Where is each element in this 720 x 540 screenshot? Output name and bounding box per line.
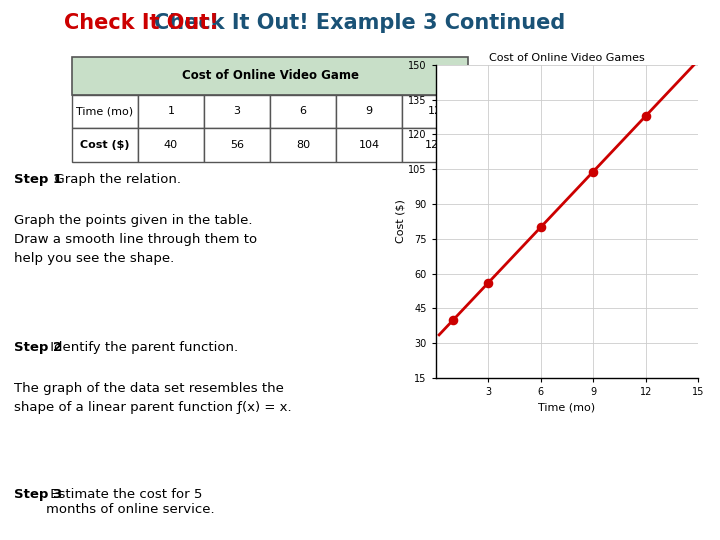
Text: Time (mo): Time (mo)	[76, 106, 134, 117]
Text: Check It Out! Example 3 Continued: Check It Out! Example 3 Continued	[154, 13, 566, 33]
Point	[640, 112, 652, 120]
X-axis label: Time (mo): Time (mo)	[539, 403, 595, 413]
Point	[535, 223, 546, 232]
Text: Estimate the cost for 5
months of online service.: Estimate the cost for 5 months of online…	[46, 488, 215, 516]
Text: 6: 6	[300, 106, 307, 117]
Text: Check It Out!: Check It Out!	[63, 13, 218, 33]
FancyBboxPatch shape	[72, 129, 138, 162]
Text: Step 2: Step 2	[14, 341, 63, 354]
FancyBboxPatch shape	[204, 129, 270, 162]
Text: Cost ($): Cost ($)	[80, 140, 130, 150]
FancyBboxPatch shape	[138, 129, 204, 162]
Point	[482, 279, 494, 287]
Text: 128: 128	[424, 140, 446, 150]
FancyBboxPatch shape	[72, 57, 468, 94]
Text: Graph the relation.: Graph the relation.	[46, 173, 181, 186]
FancyBboxPatch shape	[402, 129, 468, 162]
Point	[588, 167, 599, 176]
Text: Graph the points given in the table.
Draw a smooth line through them to
help you: Graph the points given in the table. Dra…	[14, 214, 258, 265]
Text: Identify the parent function.: Identify the parent function.	[46, 341, 238, 354]
FancyBboxPatch shape	[270, 94, 336, 129]
Text: 40: 40	[164, 140, 178, 150]
FancyBboxPatch shape	[270, 129, 336, 162]
Text: 104: 104	[359, 140, 379, 150]
Text: 56: 56	[230, 140, 244, 150]
Text: 80: 80	[296, 140, 310, 150]
Text: 1: 1	[168, 106, 174, 117]
Text: Step 3: Step 3	[14, 488, 63, 501]
FancyBboxPatch shape	[72, 94, 138, 129]
Text: Cost of Online Video Game: Cost of Online Video Game	[181, 69, 359, 82]
FancyBboxPatch shape	[336, 94, 402, 129]
FancyBboxPatch shape	[402, 94, 468, 129]
FancyBboxPatch shape	[336, 129, 402, 162]
Point	[447, 316, 459, 325]
Text: 3: 3	[233, 106, 240, 117]
Text: 12: 12	[428, 106, 442, 117]
FancyBboxPatch shape	[138, 94, 204, 129]
Text: The graph of the data set resembles the
shape of a linear parent function ƒ(x) =: The graph of the data set resembles the …	[14, 382, 292, 414]
Text: Step 1: Step 1	[14, 173, 63, 186]
Y-axis label: Cost ($): Cost ($)	[395, 199, 405, 244]
FancyBboxPatch shape	[204, 94, 270, 129]
Text: 9: 9	[366, 106, 372, 117]
Title: Cost of Online Video Games: Cost of Online Video Games	[489, 52, 645, 63]
